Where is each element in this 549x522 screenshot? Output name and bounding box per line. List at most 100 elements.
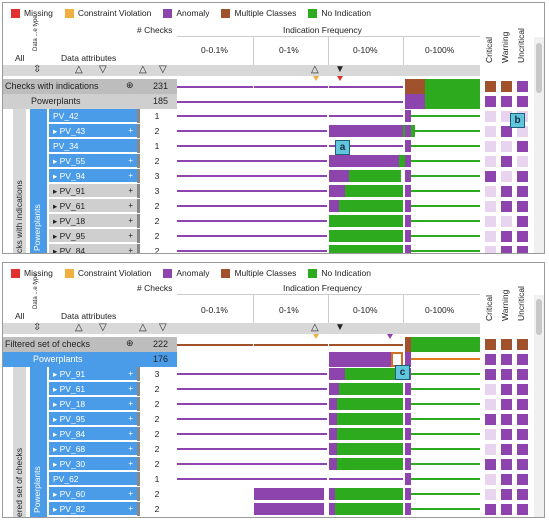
row-label: ▸ PV_61 <box>53 201 86 211</box>
expand-icon[interactable]: + <box>128 384 133 393</box>
data-attribute-row-pv_55[interactable]: ▸ PV_55 + <box>49 154 137 168</box>
sort-ascending-icon[interactable]: △ <box>75 322 83 333</box>
sort-descending-icon[interactable]: ▽ <box>159 64 167 75</box>
sort-descending-icon[interactable]: ▽ <box>99 322 107 333</box>
expand-icon[interactable]: + <box>128 399 133 408</box>
legend-item[interactable]: Multiple Classes <box>221 8 296 18</box>
sort-descending-icon[interactable]: ▽ <box>99 64 107 75</box>
expand-icon[interactable]: + <box>128 201 133 210</box>
sort-ascending-icon[interactable]: △ <box>139 64 147 75</box>
legend-item[interactable]: No Indication <box>308 8 371 18</box>
data-attribute-row-pv_91[interactable]: ▸ PV_91 + <box>49 367 137 381</box>
data-attribute-row-pv_84[interactable]: ▸ PV_84 + <box>49 427 137 441</box>
data-attribute-row-pv_42[interactable]: PV_42 <box>49 109 137 123</box>
severity-cell <box>501 354 512 365</box>
data-attribute-row-pv_82[interactable]: ▸ PV_82 + <box>49 502 137 516</box>
expand-icon[interactable]: + <box>128 246 133 254</box>
frequency-line <box>411 403 480 405</box>
sort-ascending-icon[interactable]: △ <box>139 322 147 333</box>
data-attribute-row-pv_62[interactable]: PV_62 <box>49 472 137 486</box>
anomaly-bar <box>405 215 411 227</box>
legend-label: Multiple Classes <box>234 268 297 278</box>
noindication-bar <box>329 230 403 242</box>
scrollbar-thumb[interactable] <box>536 299 542 335</box>
data-attribute-row-pv_84[interactable]: ▸ PV_84 + <box>49 244 137 254</box>
expand-icon[interactable]: + <box>128 126 133 135</box>
data-attribute-row-pv_61[interactable]: ▸ PV_61 + <box>49 199 137 213</box>
sort-ascending-icon[interactable]: △ <box>311 64 319 75</box>
expand-icon[interactable]: ⊕ <box>126 80 134 90</box>
subgroup-row-powerplants[interactable]: Powerplants 185 <box>3 94 177 109</box>
severity-uncritical-header[interactable]: Uncritical <box>516 28 526 63</box>
check-count: 3 <box>137 169 177 183</box>
expand-icon[interactable]: + <box>128 369 133 378</box>
legend-swatch <box>64 268 74 278</box>
data-attribute-row-pv_43[interactable]: ▸ PV_43 + <box>49 124 137 138</box>
severity-warning-header[interactable]: Warning <box>500 31 510 63</box>
severity-cell <box>517 504 528 515</box>
severity-critical-header[interactable]: Critical <box>484 37 494 63</box>
checks-header[interactable]: # Checks <box>137 283 173 293</box>
all-header[interactable]: All <box>15 53 25 63</box>
scrollbar[interactable] <box>534 37 544 253</box>
expand-icon[interactable]: + <box>128 231 133 240</box>
data-attribute-row-pv_60[interactable]: ▸ PV_60 + <box>49 487 137 501</box>
expand-icon[interactable]: + <box>128 171 133 180</box>
data-attribute-row-pv_18[interactable]: ▸ PV_18 + <box>49 397 137 411</box>
legend-item[interactable]: No Indication <box>308 268 371 278</box>
expand-icon[interactable]: ⊕ <box>126 338 134 348</box>
data-attribute-row-pv_61[interactable]: ▸ PV_61 + <box>49 382 137 396</box>
data-attribute-row-pv_95[interactable]: ▸ PV_95 + <box>49 229 137 243</box>
group-row-filtered-set[interactable]: Filtered set of checks ⊕ 222 <box>3 337 177 352</box>
data-attribute-row-pv_18[interactable]: ▸ PV_18 + <box>49 214 137 228</box>
expand-icon[interactable]: + <box>128 459 133 468</box>
sort-descending-active-icon[interactable]: ▼ <box>335 322 345 333</box>
legend-item[interactable]: Missing <box>11 268 53 278</box>
severity-cell <box>517 369 528 380</box>
bin-label: 0-1% <box>279 305 299 315</box>
sort-toggle-icon[interactable]: ⇳ <box>33 322 42 333</box>
legend-item[interactable]: Multiple Classes <box>221 268 296 278</box>
expand-icon[interactable]: + <box>128 489 133 498</box>
data-type-header[interactable]: Data ...e type <box>33 15 39 51</box>
data-type-header[interactable]: Data ...e type <box>33 273 39 309</box>
scrollbar[interactable] <box>534 295 544 517</box>
anomaly-bar <box>405 125 411 137</box>
constraint-marker-icon <box>313 76 319 81</box>
anomaly-bar <box>329 503 335 515</box>
scrollbar-thumb[interactable] <box>536 43 542 93</box>
sort-ascending-icon[interactable]: △ <box>75 64 83 75</box>
subgroup-count: 185 <box>153 96 169 106</box>
severity-cell <box>501 111 512 122</box>
severity-critical-header[interactable]: Critical <box>484 295 494 321</box>
expand-icon[interactable]: + <box>128 186 133 195</box>
expand-icon[interactable]: + <box>128 504 133 513</box>
all-header[interactable]: All <box>15 311 25 321</box>
legend-item[interactable]: Missing <box>11 8 53 18</box>
data-attribute-row-pv_91[interactable]: ▸ PV_91 + <box>49 184 137 198</box>
expand-icon[interactable]: + <box>128 444 133 453</box>
expand-icon[interactable]: + <box>128 414 133 423</box>
legend-item[interactable]: Anomaly <box>163 8 209 18</box>
expand-icon[interactable]: + <box>128 429 133 438</box>
data-attribute-row-pv_30[interactable]: ▸ PV_30 + <box>49 457 137 471</box>
severity-uncritical-header[interactable]: Uncritical <box>516 286 526 321</box>
severity-warning-header[interactable]: Warning <box>500 289 510 321</box>
legend-item[interactable]: Constraint Violation <box>64 8 151 18</box>
row-label: ▸ PV_84 <box>53 246 86 254</box>
expand-icon[interactable]: + <box>128 216 133 225</box>
data-attribute-row-pv_95[interactable]: ▸ PV_95 + <box>49 412 137 426</box>
legend-item[interactable]: Constraint Violation <box>64 268 151 278</box>
sort-ascending-icon[interactable]: △ <box>311 322 319 333</box>
checks-header[interactable]: # Checks <box>137 25 173 35</box>
sort-toggle-icon[interactable]: ⇳ <box>33 64 42 75</box>
sort-descending-active-icon[interactable]: ▼ <box>335 64 345 75</box>
data-attribute-row-pv_94[interactable]: ▸ PV_94 + <box>49 169 137 183</box>
expand-icon[interactable]: + <box>128 156 133 165</box>
data-attribute-row-pv_68[interactable]: ▸ PV_68 + <box>49 442 137 456</box>
group-row-checks-with-indications[interactable]: Checks with indications ⊕ 231 <box>3 79 177 94</box>
subgroup-row-powerplants[interactable]: Powerplants 176 <box>3 352 177 367</box>
legend-item[interactable]: Anomaly <box>163 268 209 278</box>
sort-descending-icon[interactable]: ▽ <box>159 322 167 333</box>
data-attribute-row-pv_34[interactable]: PV_34 <box>49 139 137 153</box>
